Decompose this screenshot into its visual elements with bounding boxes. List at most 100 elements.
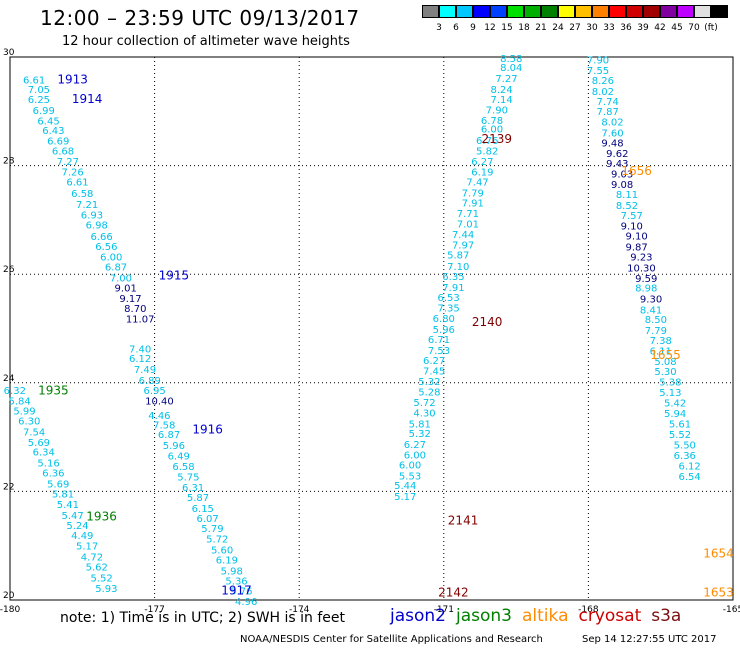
- wave-height-value: 10.40: [145, 397, 174, 408]
- wave-height-value: 6.15: [192, 504, 214, 515]
- wave-height-value: 6.78: [481, 116, 503, 127]
- wave-height-value: 7.10: [447, 262, 469, 273]
- wave-height-value: 9.23: [630, 253, 652, 264]
- wave-height-value: 7.47: [466, 178, 488, 189]
- wave-height-value: 5.93: [95, 584, 117, 595]
- wave-height-value: 6.93: [81, 210, 103, 221]
- wave-height-value: 5.50: [674, 441, 696, 452]
- wave-height-value: 5.08: [654, 357, 676, 368]
- wave-height-value: 5.82: [476, 147, 498, 158]
- wave-height-value: 6.58: [71, 189, 93, 200]
- pass-time-label: 1654: [703, 547, 734, 561]
- wave-height-value: 7.57: [621, 211, 643, 222]
- pass-time-label: 1916: [192, 422, 223, 436]
- wave-height-value: 8.26: [592, 76, 614, 87]
- wave-height-value: 9.03: [611, 170, 633, 181]
- satellite-legend-item: jason3: [456, 606, 512, 626]
- pass-time-label: 1935: [38, 384, 69, 398]
- wave-height-value: 7.60: [601, 128, 623, 139]
- wave-height-value: 5.24: [66, 521, 88, 532]
- wave-height-value: 6.76: [476, 136, 498, 147]
- wave-height-value: 7.90: [486, 105, 508, 116]
- x-tick-label: -177: [144, 605, 164, 615]
- wave-height-value: 5.61: [669, 419, 691, 430]
- wave-height-value: 7.38: [650, 336, 672, 347]
- wave-height-value: 5.84: [9, 397, 31, 408]
- x-tick-label: -165: [723, 605, 740, 615]
- wave-height-value: 7.26: [62, 167, 84, 178]
- wave-height-value: 6.95: [143, 386, 165, 397]
- wave-height-value: 8.11: [616, 190, 638, 201]
- color-swatch: [711, 5, 728, 18]
- wave-height-value: 9.17: [119, 294, 141, 305]
- color-swatch: [456, 5, 473, 18]
- wave-height-value: 5.52: [90, 574, 112, 585]
- color-swatch: [643, 5, 660, 18]
- wave-height-value: 5.17: [76, 542, 98, 553]
- color-swatch: [507, 5, 524, 18]
- wave-height-value: 7.21: [76, 200, 98, 211]
- wave-height-value: 6.27: [423, 356, 445, 367]
- y-tick-label: 24: [3, 374, 15, 384]
- pass-time-label: 2142: [438, 586, 469, 600]
- wave-height-value: 5.53: [399, 471, 421, 482]
- color-scale-label: 6: [453, 23, 459, 33]
- wave-height-value: 8.02: [601, 117, 623, 128]
- wave-height-value: 5.62: [86, 563, 108, 574]
- wave-height-value: 5.72: [206, 534, 228, 545]
- wave-height-value: 9.43: [606, 159, 628, 170]
- wave-height-value: 7.87: [597, 107, 619, 118]
- wave-height-value: 6.99: [33, 106, 55, 117]
- wave-height-value: 7.49: [134, 365, 156, 376]
- satellite-legend: jason2 jason3 altika cryosat s3a: [390, 606, 691, 626]
- color-scale-label: 27: [569, 23, 581, 33]
- pass-time-label: 1917: [221, 584, 252, 598]
- pass-time-label: 1656: [621, 164, 652, 178]
- wave-height-value: 7.91: [462, 198, 484, 209]
- wave-height-value: 7.58: [153, 420, 175, 431]
- wave-height-value: 6.12: [678, 462, 700, 473]
- color-swatch: [660, 5, 677, 18]
- wave-height-value: 5.30: [654, 367, 676, 378]
- color-swatch: [558, 5, 575, 18]
- wave-height-value: 6.00: [481, 124, 503, 135]
- wave-height-value: 6.25: [28, 95, 50, 106]
- wave-height-value: 9.10: [621, 222, 643, 233]
- wave-height-value: 7.27: [495, 74, 517, 85]
- color-scale-label: 21: [535, 23, 547, 33]
- wave-height-value: 5.72: [413, 398, 435, 409]
- wave-height-value: 6.27: [471, 157, 493, 168]
- wave-height-value: 5.42: [664, 399, 686, 410]
- wave-height-value: 5.36: [225, 576, 247, 587]
- wave-height-value: 7.79: [462, 189, 484, 200]
- y-tick-label: 30: [3, 48, 15, 58]
- satellite-legend-item: altika: [522, 606, 569, 626]
- wave-height-value: 5.98: [221, 566, 243, 577]
- wave-height-value: 7.40: [129, 344, 151, 355]
- color-scale-label: 39: [637, 23, 649, 33]
- wave-height-value: 7.71: [457, 209, 479, 220]
- color-swatch: [592, 5, 609, 18]
- wave-height-value: 6.00: [404, 450, 426, 461]
- wave-height-value: 5.47: [62, 511, 84, 522]
- wave-height-value: 8.58: [500, 54, 522, 65]
- wave-height-value: 6.27: [404, 440, 426, 451]
- wave-height-value: 6.30: [18, 417, 40, 428]
- color-scale-label: 18: [518, 23, 530, 33]
- wave-height-value: 9.87: [625, 242, 647, 253]
- pass-time-label: 1914: [72, 92, 103, 106]
- wave-height-value: 7.91: [442, 283, 464, 294]
- wave-height-value: 5.81: [52, 489, 74, 500]
- wave-height-value: 4.72: [81, 552, 103, 563]
- pass-time-label: 1936: [86, 510, 117, 524]
- wave-height-value: 9.62: [606, 149, 628, 160]
- page-title: 12:00 – 23:59 UTC 09/13/2017: [40, 6, 360, 30]
- y-tick-label: 22: [3, 482, 14, 492]
- wave-height-value: 6.36: [674, 451, 696, 462]
- wave-height-value: 5.60: [211, 545, 233, 556]
- wave-height-value: 6.68: [52, 147, 74, 158]
- y-tick-label: 26: [3, 265, 15, 275]
- x-tick-label: -171: [434, 605, 454, 615]
- wave-height-value: 8.50: [645, 315, 667, 326]
